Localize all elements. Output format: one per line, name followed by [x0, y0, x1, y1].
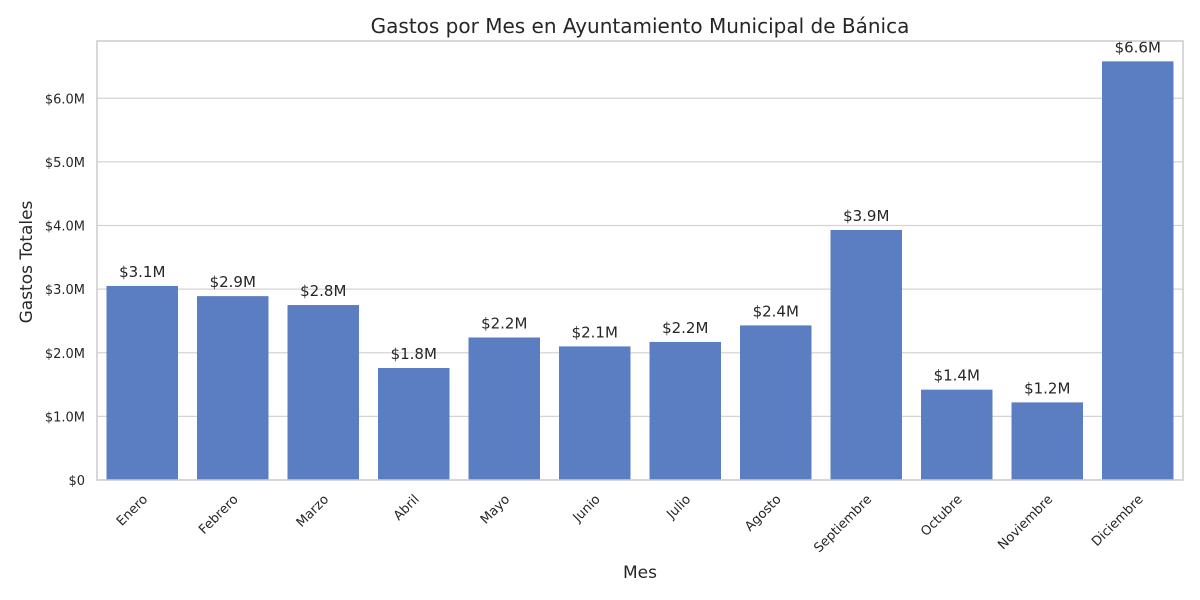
- y-tick-label: $1.0M: [45, 410, 85, 425]
- data-label: $6.6M: [1115, 38, 1161, 56]
- y-tick-label: $2.0M: [45, 347, 85, 362]
- bar-abril: [378, 368, 450, 480]
- y-tick-label: $5.0M: [45, 156, 85, 171]
- bar-noviembre: [1011, 402, 1083, 480]
- bar-octubre: [921, 389, 993, 480]
- data-label: $2.8M: [300, 282, 346, 300]
- data-label: $1.2M: [1024, 379, 1070, 397]
- data-label: $1.4M: [934, 367, 980, 385]
- y-tick-label: $6.0M: [45, 92, 85, 107]
- bar-diciembre: [1102, 61, 1174, 480]
- x-tick-label: Febrero: [196, 492, 241, 537]
- bar-septiembre: [830, 229, 902, 480]
- x-tick-label: Agosto: [742, 492, 784, 534]
- bars: [106, 61, 1174, 480]
- data-labels: $3.1M $2.9M $2.8M $1.8M $2.2M $2.1M $2.2M $2.4M…: [119, 38, 1161, 397]
- bar-junio: [559, 346, 631, 480]
- data-label: $3.1M: [119, 263, 165, 281]
- bar-mayo: [468, 337, 540, 480]
- bar-julio: [649, 341, 721, 480]
- x-tick-label: Junio: [570, 492, 604, 526]
- y-tick-label: $0: [68, 474, 85, 489]
- bar-febrero: [197, 296, 269, 480]
- data-label: $2.4M: [753, 302, 799, 320]
- plot-frame: [96, 40, 1184, 481]
- data-label: $1.8M: [391, 345, 437, 363]
- x-tick-label: Octubre: [918, 492, 965, 539]
- data-label: $3.9M: [843, 207, 889, 225]
- data-label: $2.1M: [572, 323, 618, 341]
- chart-title: Gastos por Mes en Ayuntamiento Municipal…: [371, 14, 910, 38]
- data-label: $2.9M: [210, 273, 256, 291]
- data-label: $2.2M: [481, 314, 527, 332]
- y-tick-label: $4.0M: [45, 220, 85, 235]
- x-tick-label: Diciembre: [1089, 492, 1147, 550]
- y-tick-label: $3.0M: [45, 283, 85, 298]
- x-axis-ticks: Enero Febrero Marzo Abril Mayo Junio Julio Agos…: [114, 492, 1147, 556]
- x-tick-label: Marzo: [294, 492, 332, 530]
- x-axis-label: Mes: [623, 563, 657, 583]
- data-label: $2.2M: [662, 319, 708, 337]
- x-tick-label: Abril: [391, 492, 423, 524]
- x-tick-label: Enero: [114, 492, 151, 529]
- bar-enero: [106, 285, 178, 480]
- y-axis-ticks: $0 $1.0M $2.0M $3.0M $4.0M $5.0M $6.0M: [45, 92, 85, 489]
- bar-marzo: [287, 305, 359, 480]
- y-axis-label: Gastos Totales: [17, 200, 37, 323]
- bar-agosto: [740, 325, 812, 480]
- gridlines: [97, 97, 1183, 481]
- x-tick-label: Mayo: [478, 492, 513, 527]
- x-tick-label: Julio: [663, 492, 694, 523]
- x-tick-label: Septiembre: [811, 492, 875, 556]
- x-tick-label: Noviembre: [995, 492, 1056, 553]
